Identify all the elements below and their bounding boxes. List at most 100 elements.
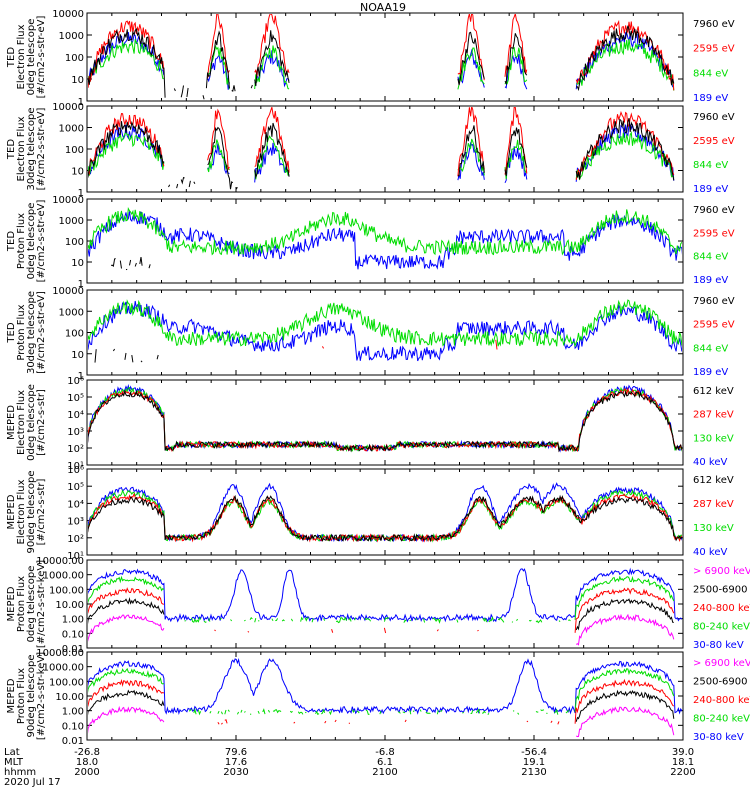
- legend-entry: 844 eV: [693, 252, 728, 263]
- series-trace: [88, 567, 682, 623]
- series-trace: [88, 667, 675, 716]
- series-trace: [88, 32, 675, 90]
- y-axis-label: MEPED: [6, 678, 17, 713]
- series-trace: [88, 14, 675, 91]
- x-tick-label-hhmm: 2030: [223, 767, 248, 778]
- y-tick-label: 100.00: [49, 585, 84, 596]
- x-tick-label-lat: 39.0: [672, 747, 694, 758]
- y-axis-label: [#/cm2-s-str-keV]: [36, 652, 47, 740]
- x-row-label: hhmm: [4, 767, 36, 778]
- legend-entry: 80-240 keV: [693, 714, 750, 725]
- legend-entry: 7960 eV: [693, 205, 735, 216]
- x-tick-label-hhmm: 2000: [74, 767, 99, 778]
- series-trace: [88, 300, 682, 362]
- y-tick-label: 1: [78, 188, 84, 199]
- y-tick-label: 10³: [67, 517, 84, 528]
- x-row-label: MLT: [4, 757, 24, 768]
- series-trace: [88, 488, 682, 543]
- y-tick-label: 0.10: [62, 721, 84, 732]
- y-tick-label: 10.00: [55, 692, 84, 703]
- legend-entry: 7960 eV: [693, 296, 735, 307]
- series-trace: [88, 494, 682, 543]
- x-tick-label-lat: -56.4: [521, 747, 547, 758]
- series-trace: [88, 705, 675, 738]
- y-tick-label: 10: [71, 75, 84, 86]
- y-tick-label: 10.00: [55, 600, 84, 611]
- y-tick-label: 10000: [52, 102, 84, 113]
- y-axis-label: Proton Flux: [16, 668, 27, 724]
- y-axis-label: TED: [6, 47, 17, 68]
- y-axis-label: TED: [6, 322, 17, 343]
- series-trace: [88, 38, 675, 91]
- y-tick-label: 10000: [52, 286, 84, 297]
- y-tick-label: 1000: [59, 124, 84, 135]
- y-axis-label: Electron Flux: [16, 24, 27, 89]
- y-tick-label: 100: [65, 145, 84, 156]
- x-tick-label-mlt: 18.1: [672, 757, 694, 768]
- y-axis-label: [#/cm2-s-str-eV]: [36, 291, 47, 374]
- legend-entry: 40 keV: [693, 547, 727, 558]
- panel-frame: [86, 559, 684, 649]
- y-tick-label: 10: [71, 167, 84, 178]
- x-tick-label-hhmm: 2100: [372, 767, 397, 778]
- series-trace: [88, 299, 682, 348]
- series-trace: [88, 689, 675, 722]
- legend-entry: 130 keV: [693, 523, 734, 534]
- legend-entry: 189 eV: [693, 93, 728, 104]
- series-trace: [111, 257, 158, 270]
- y-axis-label: Electron Flux: [16, 390, 27, 455]
- y-tick-label: 0.10: [62, 629, 84, 640]
- x-tick-label-mlt: 19.1: [523, 757, 545, 768]
- y-tick-label: 10000.00: [36, 648, 84, 659]
- legend-entry: 2595 eV: [693, 320, 735, 331]
- y-tick-label: 100.00: [49, 677, 84, 688]
- y-tick-label: 10⁴: [67, 499, 84, 510]
- y-axis-label: 90deg telescope: [26, 470, 37, 553]
- y-tick-label: 1.00: [62, 707, 84, 718]
- y-tick-label: 10⁴: [67, 410, 84, 421]
- y-tick-label: 1: [78, 279, 84, 290]
- series-trace: [88, 107, 675, 181]
- y-axis-label: TED: [6, 231, 17, 252]
- legend-entry: 30-80 keV: [693, 640, 744, 651]
- y-axis-label: [#/cm2-s-str]: [36, 389, 47, 456]
- panel-4: 1 10 100 1000 10000 TED Proton Flux 30deg teles…: [6, 286, 735, 382]
- y-axis-label: 0deg telescope: [26, 203, 37, 280]
- x-tick-label-mlt: 6.1: [377, 757, 393, 768]
- y-tick-label: 100: [65, 237, 84, 248]
- legend-entry: 844 eV: [693, 343, 728, 354]
- y-tick-label: 0.01: [62, 644, 84, 655]
- x-tick-label-lat: -6.8: [375, 747, 395, 758]
- legend-entry: 130 keV: [693, 433, 734, 444]
- y-axis-label: [#/cm2-s-str-eV]: [36, 16, 47, 99]
- legend-entry: 80-240 keV: [693, 622, 750, 633]
- y-axis-label: 90deg telescope: [26, 654, 37, 737]
- legend-entry: 844 eV: [693, 68, 728, 79]
- legend-entry: 240-800 keV: [693, 603, 750, 614]
- panel-2: 1 10 100 1000 10000 TED Electron Flux 30deg tel…: [6, 102, 735, 199]
- legend-entry: 2595 eV: [693, 228, 735, 239]
- series-trace: [88, 123, 675, 184]
- x-tick-label-mlt: 17.6: [225, 757, 247, 768]
- y-axis-label: 0deg telescope: [26, 384, 37, 461]
- legend-entry: > 6900 keV: [693, 566, 750, 577]
- y-tick-label: 1000.00: [43, 571, 84, 582]
- y-tick-label: 100: [65, 53, 84, 64]
- y-tick-label: 10¹: [67, 551, 84, 562]
- panel-8: 0.01 0.10 1.00 10.00 100.00 1000.00 10000.00 ME…: [6, 648, 750, 747]
- y-tick-label: 10¹: [67, 461, 84, 472]
- series-trace: [322, 340, 668, 350]
- y-axis-label: [#/cm2-s-str-eV]: [36, 108, 47, 191]
- legend-entry: 844 eV: [693, 160, 728, 171]
- y-axis-label: Proton Flux: [16, 576, 27, 632]
- series-trace: [88, 387, 682, 453]
- y-tick-label: 10: [71, 258, 84, 269]
- series-trace: [88, 211, 682, 270]
- y-axis-label: MEPED: [6, 494, 17, 529]
- y-tick-label: 10⁵: [67, 482, 84, 493]
- legend-entry: > 6900 keV: [693, 658, 750, 669]
- series-trace: [88, 118, 675, 190]
- x-tick-label-lat: -26.8: [74, 747, 100, 758]
- y-axis-label: 0deg telescope: [26, 566, 37, 643]
